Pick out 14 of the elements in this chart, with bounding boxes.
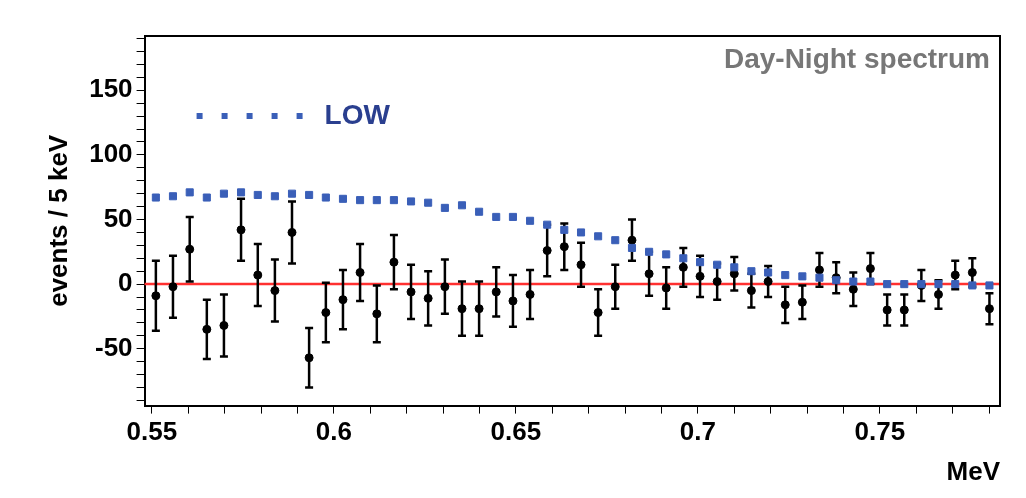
y-tick-label: 0 [118,267,133,298]
chart-title: Day-Night spectrum [723,42,990,74]
x-tick-label: 0.7 [679,416,716,447]
y-axis-title: events / 5 keV [42,134,73,307]
y-tick-label: 50 [103,202,133,233]
y-tick-label: -50 [95,331,133,362]
x-tick-label: 0.55 [126,416,178,447]
y-tick-label: 100 [89,138,133,169]
x-tick-label: 0.6 [315,416,352,447]
legend-label: LOW [324,98,391,130]
y-tick-label: 150 [89,73,133,104]
x-tick-label: 0.65 [490,416,542,447]
x-axis-title: MeV [946,455,1001,486]
x-tick-label: 0.75 [854,416,906,447]
